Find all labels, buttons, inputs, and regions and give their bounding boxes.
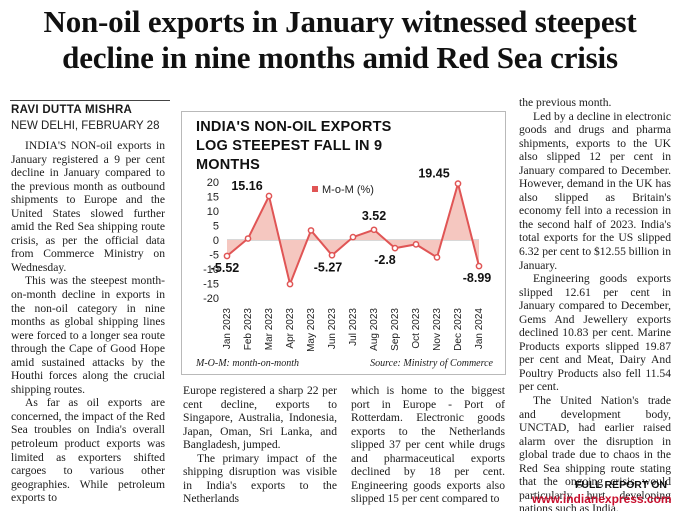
y-tick-label: -15: [203, 279, 219, 291]
data-point: [328, 251, 336, 259]
column-1: INDIA'S NON-oil exports in January regis…: [11, 139, 165, 505]
y-tick-label: -5: [209, 250, 219, 262]
paragraph: the previous month.: [519, 96, 612, 109]
y-tick-label: 15: [207, 192, 219, 204]
data-point: [349, 233, 357, 241]
y-tick-label: -20: [203, 293, 219, 305]
data-point: [244, 235, 252, 242]
paragraph: Europe registered a sharp 22 per cent de…: [183, 384, 337, 452]
data-point: [475, 262, 483, 270]
paragraph: The primary impact of the shipping disru…: [183, 451, 337, 506]
paragraph: Led by a decline in electronic goods and…: [519, 109, 671, 272]
paragraph: As far as oil exports are concerned, the…: [11, 396, 165, 505]
dateline: NEW DELHI, FEBRUARY 28: [11, 120, 160, 132]
chart-svg: 20 15 10 5 0 -5 -10 -15 -20 -5.52 15.16 -5.27 3.52 -2…: [203, 167, 492, 352]
chart-source: Source: Ministry of Commerce: [370, 358, 493, 369]
paragraph: The United Nation's trade and developmen…: [519, 394, 671, 511]
data-point: [265, 192, 273, 200]
column-4: the previous month. Led by a decline in …: [519, 96, 671, 511]
y-tick-label: 5: [213, 221, 219, 233]
data-point: [223, 252, 231, 260]
x-tick-label: Jun 2023: [327, 308, 338, 350]
data-label: 15.16: [231, 179, 262, 193]
x-tick-label: Dec 2023: [453, 308, 464, 351]
website-link[interactable]: www.indianexpress.com: [532, 492, 672, 506]
x-tick-label: Apr 2023: [285, 308, 296, 349]
x-tick-label: May 2023: [306, 308, 317, 352]
data-label: -8.99: [463, 271, 492, 285]
headline: Non-oil exports in January witnessed ste…: [43, 4, 637, 75]
x-tick-label: Aug 2023: [369, 308, 380, 351]
chart-note: M-O-M: month-on-month: [196, 358, 300, 369]
data-point: [433, 254, 441, 261]
x-tick-label: Oct 2023: [411, 308, 422, 349]
y-tick-label: -10: [203, 264, 219, 276]
y-tick-label: 10: [207, 206, 219, 218]
legend-label: M-o-M (%): [322, 184, 374, 196]
x-tick-label: Sep 2023: [390, 308, 401, 351]
paragraph: which is home to the biggest port in Eur…: [351, 384, 505, 506]
column-3: which is home to the biggest port in Eur…: [351, 384, 505, 506]
paragraph: Engineering goods exports slipped 12.61 …: [519, 272, 671, 394]
byline: RAVI DUTTA MISHRA: [11, 104, 133, 116]
full-report-label: FULL REPORT ON: [575, 479, 667, 491]
x-tick-label: Jan 2023: [222, 308, 233, 350]
data-point: [412, 241, 420, 248]
column-2: Europe registered a sharp 22 per cent de…: [183, 384, 337, 506]
data-label: 19.45: [418, 167, 449, 181]
data-label: 3.52: [362, 209, 386, 223]
legend-swatch: [312, 186, 318, 192]
chart-title: INDIA'S NON-OIL EXPORTS LOG STEEPEST FAL…: [196, 119, 392, 173]
y-tick-label: 20: [207, 177, 219, 189]
y-tick-label: 0: [213, 235, 219, 247]
data-label: -5.27: [314, 260, 343, 274]
data-point: [391, 244, 399, 252]
x-tick-label: Nov 2023: [432, 308, 443, 351]
paragraph: INDIA'S NON-oil exports in January regis…: [11, 139, 165, 274]
x-tick-label: Jan 2024: [474, 308, 485, 350]
data-point: [307, 227, 315, 234]
x-tick-label: Jul 2023: [348, 308, 359, 346]
x-tick-label: Mar 2023: [264, 308, 275, 351]
x-tick-label: Feb 2023: [243, 308, 254, 351]
data-point: [370, 226, 378, 234]
chart-box: INDIA'S NON-OIL EXPORTS LOG STEEPEST FAL…: [181, 111, 506, 375]
series-area: [227, 183, 479, 285]
data-label: -5.52: [211, 261, 240, 275]
data-label: -2.8: [374, 253, 396, 267]
data-point: [454, 180, 462, 187]
byline-rule: [10, 100, 170, 101]
paragraph: This was the steepest month-on-month dec…: [11, 274, 165, 396]
data-point: [286, 280, 294, 288]
